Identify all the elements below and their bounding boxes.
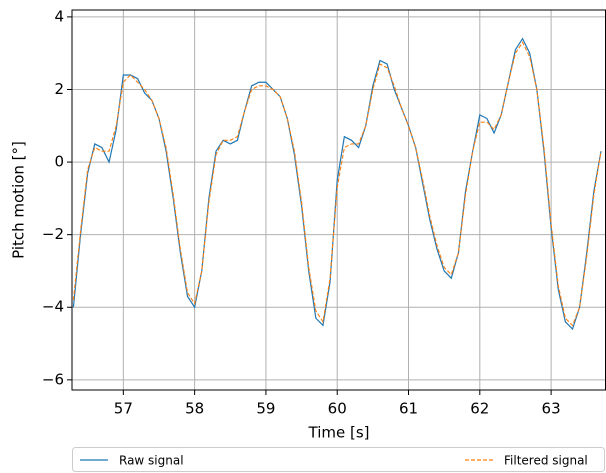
legend-label: Raw signal <box>119 454 184 468</box>
x-tick-label: 57 <box>114 400 133 418</box>
plot-frame <box>71 9 606 391</box>
y-tick-label: 4 <box>54 7 64 25</box>
y-tick-label: −4 <box>42 298 64 316</box>
x-axis-label: Time [s] <box>308 424 370 442</box>
legend-label: Filtered signal <box>504 454 588 468</box>
x-tick-label: 61 <box>399 400 418 418</box>
y-tick-label: −6 <box>42 370 64 388</box>
y-tick-label: −2 <box>42 225 64 243</box>
y-tick-label: 0 <box>54 153 64 171</box>
y-tick-label: 2 <box>54 80 64 98</box>
x-tick-label: 63 <box>542 400 561 418</box>
series-line <box>72 41 602 327</box>
y-axis-label: Pitch motion [°] <box>10 141 28 259</box>
x-tick-label: 62 <box>470 400 489 418</box>
legend-box <box>72 447 605 472</box>
x-tick-label: 59 <box>256 400 275 418</box>
x-tick-label: 58 <box>185 400 204 418</box>
x-tick-label: 60 <box>328 400 347 418</box>
